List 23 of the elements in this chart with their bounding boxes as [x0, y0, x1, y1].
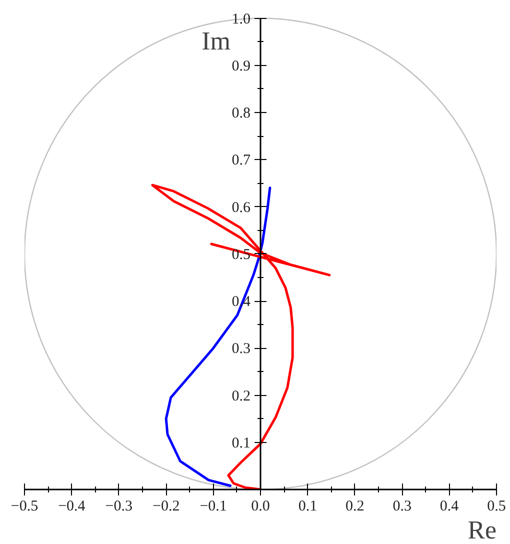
y-tick-label: 0.1 — [232, 435, 250, 452]
y-axis-title: Im — [202, 26, 231, 56]
y-tick-label: 0.7 — [232, 152, 251, 169]
line-series — [164, 186, 272, 487]
x-tick-label: 0.4 — [440, 498, 460, 514]
x-tick-label: 0.2 — [346, 498, 364, 514]
x-tick-label: 0.3 — [392, 498, 412, 514]
x-tick-label: 0.5 — [487, 498, 506, 514]
y-tick-label: 0.8 — [232, 106, 250, 122]
x-tick-label: −0.4 — [58, 498, 86, 514]
y-tick-label: 0.9 — [232, 58, 250, 74]
x-tick-label: −0.5 — [10, 498, 38, 514]
x-axis-title: Re — [468, 516, 497, 544]
y-tick-label: 1.0 — [232, 11, 250, 28]
y-tick-label: 0.6 — [232, 200, 251, 216]
x-tick-label: −0.2 — [152, 498, 180, 514]
line-series — [151, 184, 331, 490]
x-tick-label: −0.1 — [200, 498, 227, 514]
x-tick-label: 0.0 — [251, 498, 270, 514]
x-tick-label: 0.1 — [298, 498, 318, 514]
y-tick-label: 0.3 — [232, 341, 250, 358]
y-tick-label: 0.2 — [232, 388, 250, 404]
x-tick-label: −0.3 — [105, 498, 133, 514]
